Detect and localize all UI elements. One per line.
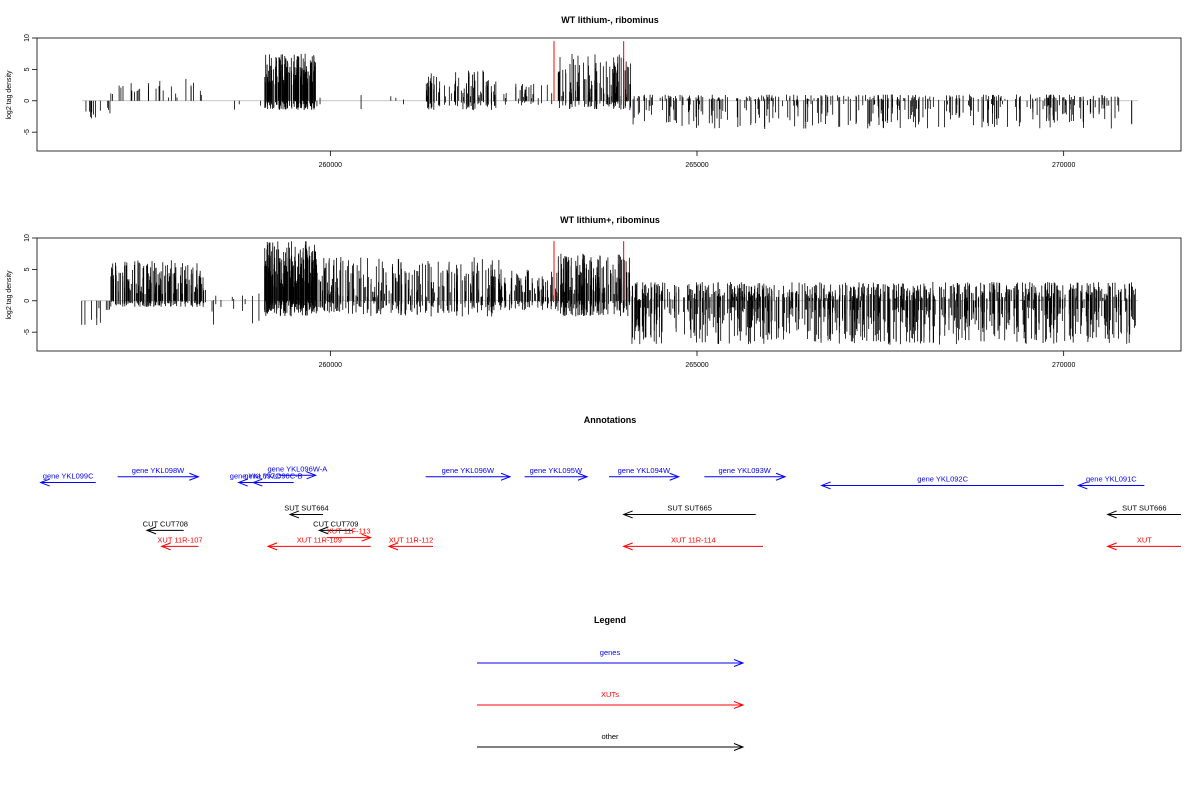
annotation-label: CUT CUT709 — [313, 519, 358, 528]
legend-arrow — [477, 659, 745, 667]
panel-2-x-axis: 260000 265000 270000 — [319, 351, 1075, 369]
annotation-label: gene YKL095W — [530, 466, 583, 475]
legend: Legend genes XUTs other — [477, 615, 745, 751]
annotation-arrow — [251, 478, 294, 487]
y-tick-label: 0 — [24, 99, 31, 103]
annotation-label: gene YKL096W — [442, 466, 495, 475]
legend-arrow — [477, 701, 745, 709]
x-tick-label: 270000 — [1052, 362, 1075, 369]
annotation-arrow — [326, 533, 373, 542]
annotation-label: gene YKL099C — [43, 472, 94, 481]
panel-2-y-axis: -5 0 5 10 — [24, 234, 37, 335]
annotation-arrow — [288, 510, 323, 519]
density-panel-1: WT lithium-, ribominus -5 0 5 10 260000 2650… — [6, 15, 1182, 169]
annotation-label: gene YKL092C — [917, 474, 968, 483]
x-tick-label: 260000 — [319, 162, 342, 169]
panel-2-bars — [81, 241, 1136, 345]
annotation-label: gene YKL091C — [1086, 474, 1137, 483]
annotation-label: CUT CUT708 — [143, 519, 188, 528]
panel-1-x-axis: 260000 265000 270000 — [319, 151, 1075, 169]
annotation-label: XUT 11R-114 — [671, 535, 716, 544]
annotation-label: SUT SUT666 — [1122, 503, 1166, 512]
panel-1-plot-frame — [36, 37, 1182, 152]
legend-title: Legend — [594, 615, 626, 625]
annotation-label: XUT 11R-112 — [389, 535, 434, 544]
y-tick-label: 5 — [24, 267, 31, 271]
annotation-arrow — [622, 510, 756, 519]
annotation-arrow — [1106, 510, 1181, 519]
y-tick-label: 10 — [24, 234, 31, 242]
annotation-label: gene YKL094W — [618, 466, 671, 475]
y-tick-label: 10 — [24, 34, 31, 42]
annotation-label: gene YKL093W — [718, 466, 771, 475]
legend-entries: genes XUTs other — [477, 648, 745, 751]
annotation-label: gene YKL096C-B — [244, 472, 302, 481]
annotation-arrow — [317, 526, 353, 535]
y-tick-label: 5 — [24, 67, 31, 71]
panel-1-y-axis: -5 0 5 10 — [24, 34, 37, 135]
annotation-label: SUT SUT664 — [284, 503, 328, 512]
annotation-label: XUT 11F-113 — [327, 527, 371, 536]
legend-label: genes — [600, 648, 621, 657]
annotation-arrow — [1106, 542, 1181, 551]
annotation-label: gene YKL098W — [132, 466, 185, 475]
annotation-arrow — [39, 478, 96, 487]
annotation-arrow — [279, 471, 318, 480]
x-tick-label: 260000 — [319, 362, 342, 369]
panel-2-markers — [553, 241, 625, 301]
x-tick-label: 265000 — [685, 162, 708, 169]
panel-1-y-label: log2 tag density — [6, 70, 13, 120]
annotation-arrow — [1076, 481, 1145, 490]
annotation-label: gene YKL096W-A — [267, 464, 327, 473]
annotation-arrow — [820, 481, 1064, 490]
panel-2-y-label: log2 tag density — [6, 270, 13, 320]
x-tick-label: 265000 — [685, 362, 708, 369]
annotation-arrow — [425, 472, 512, 481]
annotation-label: XUT 11R-109 — [297, 535, 342, 544]
annotation-label: XUT 11R-107 — [157, 535, 202, 544]
annotation-arrow — [704, 472, 787, 481]
annotation-arrow — [160, 542, 199, 551]
annotation-label: SUT SUT665 — [667, 503, 711, 512]
annotations-title: Annotations — [584, 415, 637, 425]
annotation-arrow — [524, 472, 589, 481]
annotation-arrow — [117, 472, 200, 481]
panel-1-title: WT lithium-, ribominus — [561, 15, 659, 25]
panel-2-title: WT lithium+, ribominus — [560, 215, 660, 225]
legend-label: other — [601, 732, 619, 741]
y-tick-label: -5 — [24, 329, 31, 335]
annotations-track: Annotations gene YKL099C gene YKL098W gene… — [39, 415, 1181, 551]
y-tick-label: 0 — [24, 299, 31, 303]
legend-arrow — [477, 743, 745, 751]
annotation-arrow — [266, 542, 371, 551]
panel-1-markers — [553, 41, 625, 101]
annotation-arrow — [145, 526, 184, 535]
annotation-label: XUT — [1137, 535, 1152, 544]
annotation-arrow — [622, 542, 763, 551]
annotation-arrow — [609, 472, 681, 481]
panel-2-plot-frame — [36, 237, 1182, 352]
density-panel-2: WT lithium+, ribominus -5 0 5 10 260000 2650… — [6, 215, 1182, 369]
panel-1-bars — [85, 53, 1133, 129]
annotation-arrow — [387, 542, 433, 551]
x-tick-label: 270000 — [1052, 162, 1075, 169]
y-tick-label: -5 — [24, 129, 31, 135]
annotation-label: gene YKL097C — [230, 472, 281, 481]
legend-label: XUTs — [601, 690, 619, 699]
